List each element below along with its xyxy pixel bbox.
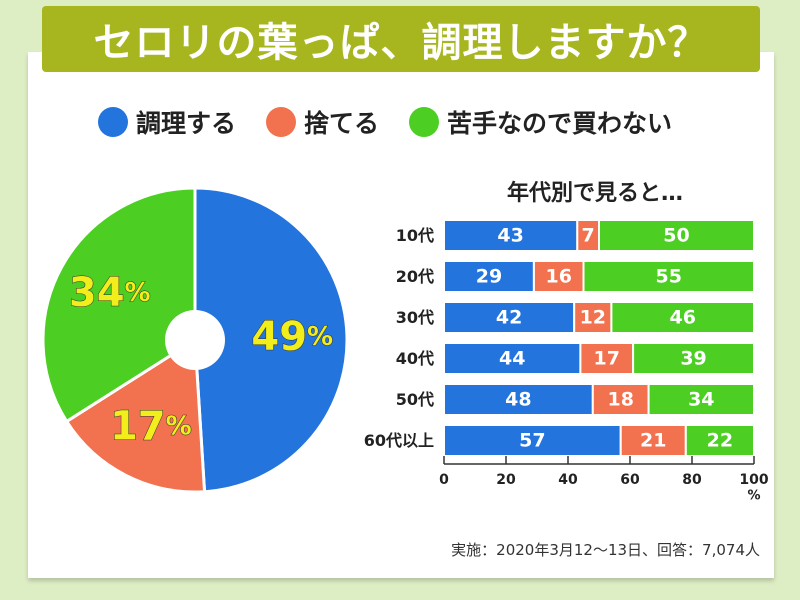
bar-value-label: 17 xyxy=(594,348,620,370)
bar-chart-title: 年代別で見ると… xyxy=(506,181,683,206)
bar-category-label: 40代 xyxy=(396,349,434,368)
x-tick-label: 60 xyxy=(620,472,640,488)
bar-segment xyxy=(532,260,585,293)
bar-segment xyxy=(579,342,635,375)
bar-value-label: 29 xyxy=(476,266,502,288)
bar-value-label: 21 xyxy=(640,430,666,452)
bar-value-label: 16 xyxy=(545,266,571,288)
legend-item-cook: 調理する xyxy=(98,104,236,140)
bar-value-label: 7 xyxy=(582,225,595,247)
x-tick-label: 100 xyxy=(739,472,768,488)
legend-label-cook: 調理する xyxy=(136,109,237,138)
bar-value-label: 34 xyxy=(688,389,714,411)
bar-value-label: 18 xyxy=(607,389,633,411)
source-note: 実施：2020年3月12〜13日、回答：7,074人 xyxy=(451,541,760,559)
bar-segment xyxy=(582,260,755,293)
bar-category-label: 60代以上 xyxy=(364,431,434,450)
bar-value-label: 39 xyxy=(680,348,706,370)
bar-segment xyxy=(632,342,755,375)
bar-value-label: 44 xyxy=(499,348,525,370)
bar-segment xyxy=(443,424,622,457)
legend-swatch-dislike xyxy=(409,107,440,137)
x-tick-label: 0 xyxy=(439,472,449,488)
bar-category-label: 30代 xyxy=(396,308,434,327)
legend-swatch-cook xyxy=(98,107,128,137)
bar-value-label: 12 xyxy=(580,307,606,329)
bar-segment xyxy=(443,219,579,252)
x-axis-unit: % xyxy=(747,489,760,504)
legend-swatch-discard xyxy=(266,107,297,137)
legend: 調理する 捨てる 苦手なので買わない xyxy=(98,104,702,140)
bar-segment xyxy=(647,383,755,416)
pie-slice-2 xyxy=(41,186,197,424)
bar-segment xyxy=(619,424,687,457)
bar-segment xyxy=(591,383,650,416)
x-tick-label: 80 xyxy=(682,472,702,488)
bar-category-label: 50代 xyxy=(396,390,434,409)
pie-label-0: 49% xyxy=(251,314,333,360)
bar-category-label: 20代 xyxy=(396,267,434,286)
bar-value-label: 43 xyxy=(497,225,523,247)
bar-value-label: 57 xyxy=(519,430,545,452)
bar-segment xyxy=(598,219,755,252)
pie-hole xyxy=(165,310,225,370)
chart-title: セロリの葉っぱ、調理しますか？ xyxy=(93,20,709,66)
pie-label-2: 34% xyxy=(69,270,151,316)
pie-slice-1 xyxy=(64,337,207,494)
bar-segment xyxy=(684,424,755,457)
bar-value-label: 22 xyxy=(707,430,733,452)
legend-item-discard: 捨てる xyxy=(266,104,379,140)
legend-label-dislike: 苦手なので買わない xyxy=(447,109,673,138)
legend-item-dislike: 苦手なので買わない xyxy=(409,104,672,140)
bar-value-label: 55 xyxy=(656,266,682,288)
bar-value-label: 50 xyxy=(663,225,689,247)
bar-value-label: 48 xyxy=(505,389,531,411)
pie-label-1: 17% xyxy=(110,404,192,450)
bar-value-label: 42 xyxy=(496,307,522,329)
bar-value-label: 46 xyxy=(669,307,695,329)
bar-segment xyxy=(610,301,756,334)
bar-category-label: 10代 xyxy=(396,226,434,245)
legend-label-discard: 捨てる xyxy=(304,109,380,138)
x-tick-label: 40 xyxy=(558,472,578,488)
x-tick-label: 20 xyxy=(496,472,516,488)
title-banner: セロリの葉っぱ、調理しますか？ xyxy=(42,6,760,72)
pie-slice-0 xyxy=(193,186,349,494)
